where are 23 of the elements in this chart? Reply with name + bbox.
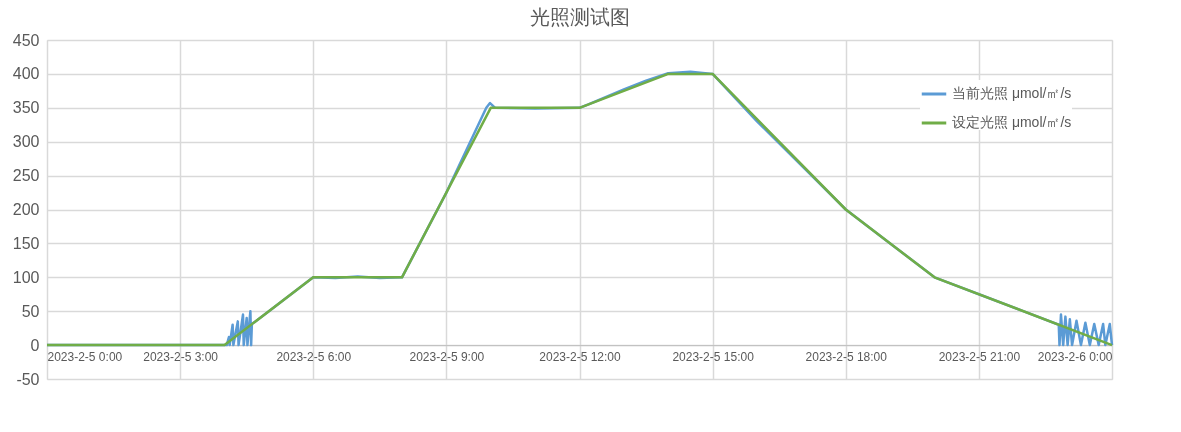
- y-tick-label: 100: [12, 268, 40, 286]
- x-tick-label: 2023-2-5 9:00: [409, 349, 485, 364]
- x-tick-label: 2023-2-5 21:00: [938, 349, 1021, 364]
- legend-label: 设定光照 μmol/㎡/s: [952, 114, 1072, 130]
- y-tick-label: 250: [12, 167, 40, 185]
- chart-title: 光照测试图: [529, 6, 630, 28]
- y-tick-label: 300: [12, 133, 40, 151]
- legend-label: 当前光照 μmol/㎡/s: [952, 85, 1072, 101]
- y-tick-label: 450: [12, 31, 40, 49]
- y-tick-label: -50: [16, 370, 40, 388]
- y-tick-label: 350: [12, 99, 40, 117]
- x-tick-label: 2023-2-5 3:00: [143, 349, 219, 364]
- x-tick-label: 2023-2-5 6:00: [276, 349, 352, 364]
- x-tick-label: 2023-2-5 12:00: [539, 349, 622, 364]
- x-tick-label: 2023-2-5 0:00: [47, 349, 123, 364]
- y-tick-label: 0: [30, 336, 40, 354]
- y-tick-label: 150: [12, 234, 40, 252]
- y-tick-label: 400: [12, 65, 40, 83]
- x-tick-label: 2023-2-6 0:00: [1037, 349, 1113, 364]
- y-tick-label: 200: [12, 201, 40, 218]
- x-tick-label: 2023-2-5 15:00: [672, 349, 755, 364]
- y-tick-label: 50: [21, 302, 40, 320]
- x-tick-label: 2023-2-5 18:00: [805, 349, 888, 364]
